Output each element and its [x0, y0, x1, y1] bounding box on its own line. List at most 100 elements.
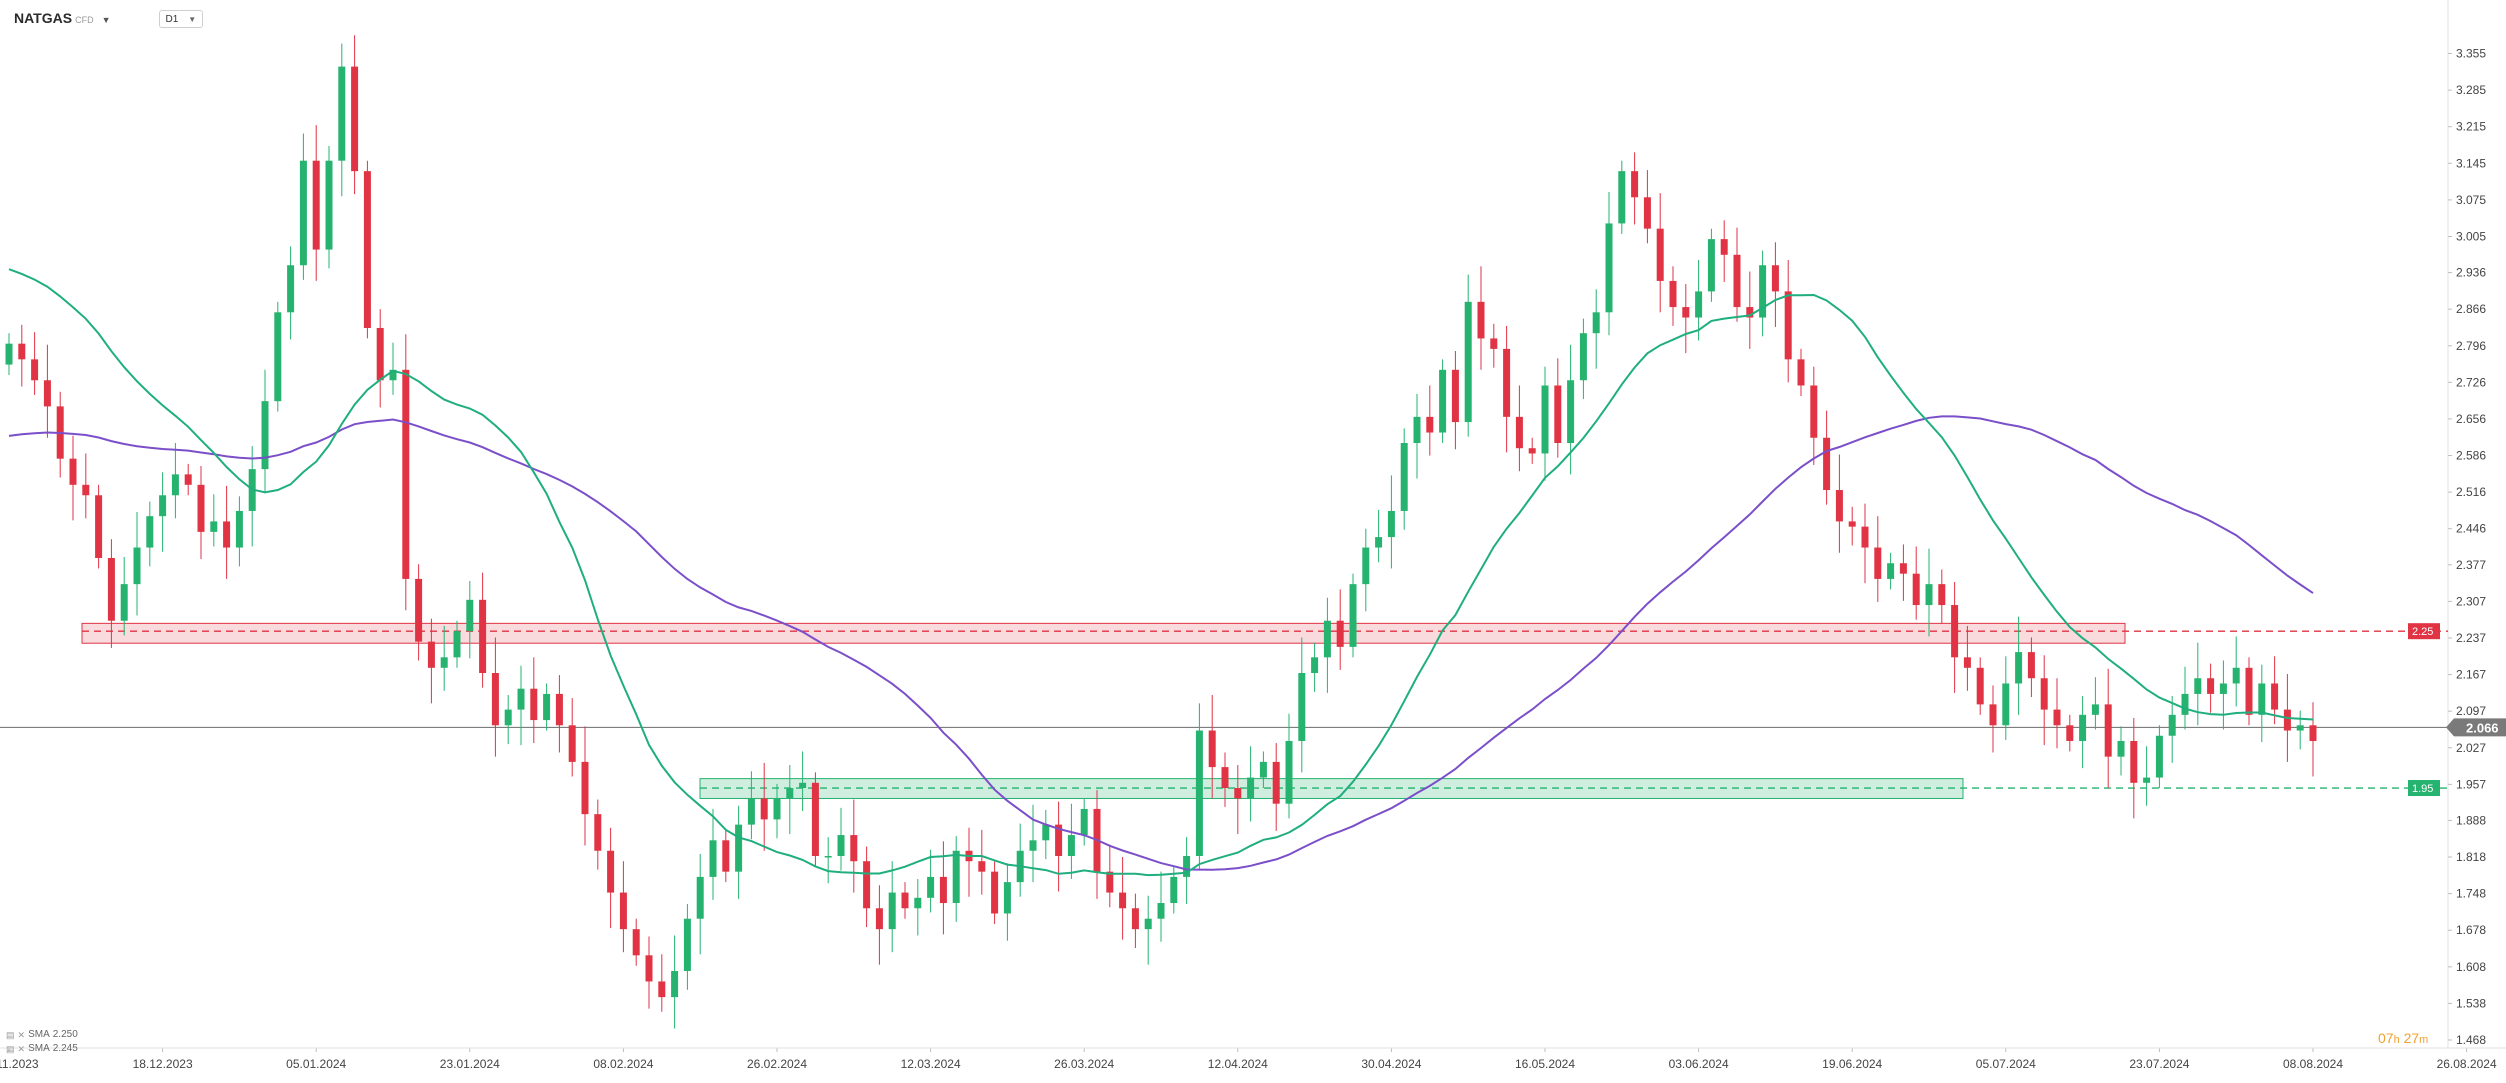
y-tick-label: 2.516	[2456, 485, 2486, 499]
candle-body	[2309, 725, 2317, 741]
y-tick-label: 3.145	[2456, 156, 2486, 170]
candle-body	[875, 908, 883, 930]
y-tick-label: 3.075	[2456, 193, 2486, 207]
candle-body	[223, 521, 231, 548]
candle-body	[811, 782, 819, 856]
y-tick-label: 1.608	[2456, 960, 2486, 974]
candle-body	[1823, 437, 1831, 491]
x-tick-label: 26.08.2024	[2437, 1057, 2497, 1071]
candle-body	[274, 312, 282, 402]
candle-body	[594, 814, 602, 851]
candle-body	[1170, 876, 1178, 904]
candle-body	[696, 876, 704, 919]
candle-body	[389, 369, 397, 381]
candle-body	[607, 850, 615, 893]
candle-body	[1183, 855, 1191, 877]
candle-body	[1656, 228, 1664, 281]
sma-slow-line	[8, 415, 2314, 871]
candle-body	[491, 673, 499, 726]
chevron-down-icon[interactable]: ▼	[101, 15, 111, 25]
x-tick-label: 12.04.2024	[1208, 1057, 1268, 1071]
candle-body	[1003, 882, 1011, 914]
candle-body	[581, 761, 589, 815]
candle-body	[747, 798, 755, 825]
x-tick-label: 18.12.2023	[133, 1057, 193, 1071]
y-tick-label: 2.656	[2456, 412, 2486, 426]
candle-body	[1119, 892, 1127, 909]
candle-body	[210, 521, 218, 532]
sma-fast-line	[8, 268, 2314, 877]
candle-body	[402, 369, 410, 579]
y-tick-label: 2.307	[2456, 594, 2486, 608]
candle-body	[773, 798, 781, 820]
candle-body	[760, 798, 768, 820]
candle-body	[376, 327, 384, 381]
candle-body	[1925, 584, 1933, 606]
settings-icon[interactable]: ▤	[6, 1030, 15, 1040]
candle-body	[5, 343, 13, 365]
candle-body	[1208, 730, 1216, 768]
x-tick-label: 26.02.2024	[747, 1057, 807, 1071]
candle-body	[1298, 673, 1306, 741]
candle-body	[888, 892, 896, 930]
timeframe-select[interactable]: D1 ▼	[158, 10, 204, 28]
candle-body	[133, 547, 141, 585]
candle-body	[1554, 385, 1562, 443]
candle-body	[1951, 605, 1959, 658]
candle-body	[671, 970, 679, 998]
legend-item-sma-fast[interactable]: ▤ ✕ SMA 2.245	[6, 1042, 78, 1056]
candle-body	[850, 835, 858, 862]
candle-body	[1285, 740, 1293, 804]
y-tick-label: 2.796	[2456, 339, 2486, 353]
candle-body	[1221, 767, 1229, 789]
candle-body	[1848, 521, 1856, 527]
close-icon[interactable]: ✕	[17, 1030, 26, 1040]
legend-label: SMA	[28, 1043, 50, 1054]
current-price-tag	[2446, 718, 2506, 737]
candle-body	[555, 693, 563, 726]
candle-body	[2219, 683, 2227, 694]
y-tick-label: 1.748	[2456, 887, 2486, 901]
candle-body	[1784, 291, 1792, 360]
y-tick-label: 1.538	[2456, 996, 2486, 1010]
candle-body	[1157, 903, 1165, 919]
indicator-legend: ▤ ✕ SMA 2.250 ▤ ✕ SMA 2.245	[6, 1028, 78, 1056]
countdown-minutes: 27	[2403, 1030, 2420, 1046]
candle-body	[1963, 657, 1971, 668]
candle-body	[1259, 761, 1267, 778]
candle-body	[735, 824, 743, 872]
candle-body	[1707, 239, 1715, 292]
candle-body	[1810, 385, 1818, 438]
candle-body	[2015, 652, 2023, 684]
settings-icon[interactable]: ▤	[6, 1044, 15, 1054]
candle-body	[1247, 777, 1255, 799]
symbol-selector[interactable]: NATGAS CFD ▼	[14, 10, 111, 28]
candle-body	[1477, 301, 1485, 339]
candle-body	[2091, 704, 2099, 715]
y-tick-label: 2.027	[2456, 741, 2486, 755]
candle-body	[1631, 171, 1639, 198]
candle-body	[69, 458, 77, 485]
y-tick-label: 2.237	[2456, 631, 2486, 645]
candle-body	[1362, 547, 1370, 585]
legend-item-sma-slow[interactable]: ▤ ✕ SMA 2.250	[6, 1028, 78, 1042]
candle-body	[2258, 683, 2266, 715]
candle-body	[1272, 761, 1280, 804]
candle-body	[1426, 416, 1434, 433]
candle-body	[1541, 385, 1549, 454]
close-icon[interactable]: ✕	[17, 1044, 26, 1054]
chevron-down-icon: ▼	[188, 14, 197, 24]
candle-body	[1311, 657, 1319, 674]
candle-body	[338, 66, 346, 161]
candle-body	[82, 484, 90, 496]
y-tick-label: 3.215	[2456, 120, 2486, 134]
y-tick-label: 3.355	[2456, 47, 2486, 61]
candle-body	[18, 343, 26, 360]
candle-body	[619, 892, 627, 930]
x-tick-label: 19.06.2024	[1822, 1057, 1882, 1071]
y-tick-label: 2.866	[2456, 302, 2486, 316]
candle-countdown: 07h 27m	[2378, 1030, 2429, 1046]
candle-body	[2027, 652, 2035, 679]
candle-body	[197, 484, 205, 532]
